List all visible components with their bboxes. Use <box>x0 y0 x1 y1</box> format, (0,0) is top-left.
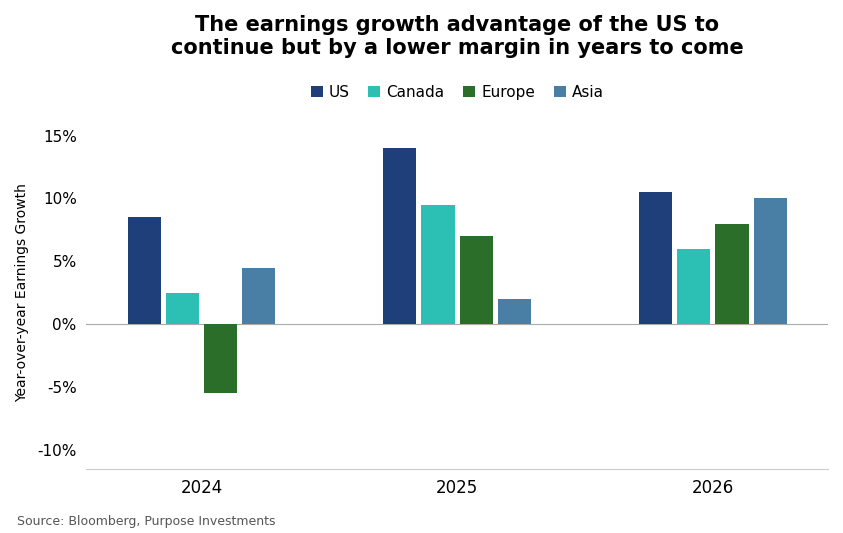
Bar <box>716 224 749 324</box>
Y-axis label: Year-over-year Earnings Growth: Year-over-year Earnings Growth <box>15 183 29 402</box>
Bar <box>677 249 711 324</box>
Bar <box>639 192 672 324</box>
Bar <box>498 299 531 324</box>
Title: The earnings growth advantage of the US to
continue but by a lower margin in yea: The earnings growth advantage of the US … <box>171 15 744 58</box>
Bar <box>754 198 787 324</box>
Bar <box>127 217 161 324</box>
Legend: US, Canada, Europe, Asia: US, Canada, Europe, Asia <box>304 78 610 106</box>
Text: Source: Bloomberg, Purpose Investments: Source: Bloomberg, Purpose Investments <box>17 515 276 528</box>
Bar <box>204 324 237 393</box>
Bar <box>242 268 276 324</box>
Bar <box>459 236 493 324</box>
Bar <box>422 205 454 324</box>
Bar <box>166 293 199 324</box>
Bar <box>384 148 416 324</box>
